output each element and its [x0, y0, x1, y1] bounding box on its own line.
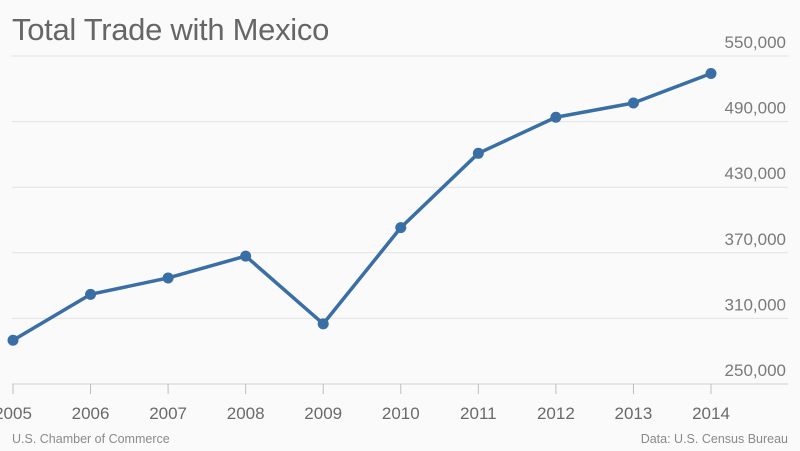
x-tick-label: 2011 — [460, 404, 497, 423]
x-tick-label: 2008 — [227, 404, 265, 423]
x-tick-label: 2014 — [692, 404, 730, 423]
data-point — [627, 97, 639, 109]
gridlines — [12, 55, 788, 385]
x-tick-label: 2012 — [537, 404, 575, 423]
chart-title: Total Trade with Mexico — [12, 12, 330, 47]
data-point — [240, 250, 252, 262]
data-point — [550, 111, 562, 123]
x-tick-label: 2007 — [149, 404, 187, 423]
y-axis-ticks: 250,000 310,000 370,000 430,000 490,000 550,0… — [725, 33, 786, 380]
y-tick-label: 550,000 — [725, 33, 786, 52]
x-axis-ticks: 2005 2006 2007 2008 2009 2010 2011 2012 2013 2014 — [0, 384, 730, 423]
data-point — [705, 67, 717, 79]
data-point — [472, 147, 484, 159]
data-point — [7, 334, 19, 346]
y-tick-label: 490,000 — [725, 99, 786, 118]
y-tick-label: 250,000 — [725, 361, 786, 380]
credit-text: U.S. Chamber of Commerce — [12, 432, 170, 446]
series-line-layer — [11, 71, 713, 343]
y-tick-label: 310,000 — [725, 295, 786, 314]
series-line — [11, 71, 713, 343]
x-tick-label: 2013 — [615, 404, 653, 423]
x-tick-label: 2006 — [72, 404, 110, 423]
x-tick-label: 2010 — [382, 404, 420, 423]
x-tick-label: 2009 — [304, 404, 342, 423]
data-point — [85, 288, 97, 300]
data-point — [395, 222, 407, 234]
x-tick-label: 2005 — [0, 404, 32, 423]
data-point — [317, 318, 329, 330]
data-source-text: Data: U.S. Census Bureau — [640, 432, 788, 446]
y-tick-label: 430,000 — [725, 164, 786, 183]
data-points — [7, 67, 717, 346]
y-tick-label: 370,000 — [725, 230, 786, 249]
data-point — [162, 272, 174, 284]
